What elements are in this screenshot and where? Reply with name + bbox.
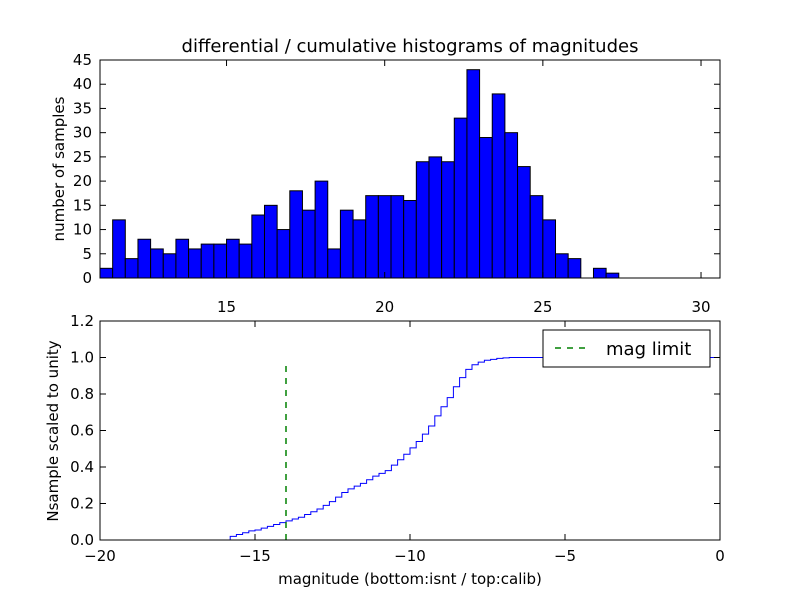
histogram-bar <box>251 214 265 279</box>
cumulative-step-line <box>100 357 721 541</box>
cumulative-xtick-label: −15 <box>239 547 271 565</box>
cumulative-ylabel: Nsample scaled to unity <box>44 340 62 521</box>
histogram-bar <box>605 272 620 279</box>
histogram-bar <box>188 248 202 279</box>
histogram-bar <box>352 219 367 279</box>
histogram-bar <box>504 132 519 279</box>
legend-mag-limit-label: mag limit <box>606 339 691 360</box>
cumulative-frame <box>99 320 721 541</box>
histogram-bar <box>137 238 152 279</box>
histogram-bar <box>124 258 139 279</box>
histogram-bar <box>542 219 557 279</box>
histogram-bar <box>428 156 443 279</box>
histogram-bar <box>339 209 354 279</box>
histogram-bar <box>276 229 291 279</box>
histogram-bar <box>441 161 455 279</box>
cumulative-ytick-label: 0.2 <box>70 495 94 513</box>
histogram-bar <box>390 195 405 279</box>
cumulative-axes: 0.0 0.2 0.4 0.6 0.8 1.0 1.2 −20 −15 −10 −5 0 magnit… <box>44 312 725 588</box>
histogram-axes: differential / cumulative histograms of … <box>50 36 721 316</box>
cumulative-ytick-label: 0.8 <box>70 385 94 403</box>
histogram-bar <box>592 267 607 279</box>
histogram-ylabel: number of samples <box>50 96 68 241</box>
histogram-ytick-label: 5 <box>82 245 92 263</box>
histogram-frame <box>99 59 721 279</box>
histogram-xtick-label: 30 <box>691 298 710 316</box>
cumulative-xtick-label: −20 <box>84 547 116 565</box>
cumulative-xtick-label: 0 <box>715 547 725 565</box>
histogram-bar <box>200 243 215 279</box>
cumulative-lines <box>100 357 721 541</box>
histogram-title: differential / cumulative histograms of … <box>182 36 639 57</box>
histogram-ytick-label: 45 <box>73 51 92 69</box>
cumulative-ytick-label: 1.0 <box>70 349 94 367</box>
histogram-ytick-label: 35 <box>73 99 92 117</box>
histogram-bar <box>453 117 468 279</box>
legend: mag limit <box>542 329 711 368</box>
cumulative-ytick-label: 0.0 <box>70 531 94 549</box>
histogram-ytick-label: 0 <box>82 269 92 287</box>
histogram-ytick-label: 20 <box>73 172 92 190</box>
histogram-bar <box>491 93 506 279</box>
histogram-bar <box>365 195 379 279</box>
histogram-bar <box>403 199 417 279</box>
histogram-bar <box>415 161 430 279</box>
histogram-xtick-label: 25 <box>533 298 552 316</box>
histogram-ytick-label: 15 <box>73 196 92 214</box>
histogram-bar <box>150 248 164 279</box>
histogram-bars <box>99 69 620 279</box>
histogram-bar <box>162 253 177 279</box>
histogram-ytick-label: 25 <box>73 148 92 166</box>
histogram-bar <box>327 248 341 279</box>
cumulative-ytick-label: 0.4 <box>70 458 94 476</box>
histogram-bar <box>466 69 481 279</box>
histogram-bar <box>213 243 228 279</box>
histogram-bar <box>226 238 240 279</box>
histogram-bar <box>555 253 569 279</box>
histogram-bar <box>112 219 126 279</box>
histogram-bar <box>289 190 303 279</box>
histogram-bar <box>99 267 114 279</box>
histogram-xtick-label: 15 <box>217 298 236 316</box>
histogram-ytick-label: 30 <box>73 124 92 142</box>
histogram-xtick-label: 20 <box>375 298 394 316</box>
cumulative-ytick-label: 0.6 <box>70 422 94 440</box>
histogram-bar <box>377 195 392 279</box>
cumulative-xlabel: magnitude (bottom:isnt / top:calib) <box>278 570 542 588</box>
cumulative-xtick-label: −10 <box>394 547 426 565</box>
histogram-bar <box>567 258 582 279</box>
histogram-bar <box>517 166 531 279</box>
histogram-bar <box>529 195 544 279</box>
histogram-bar <box>314 180 329 279</box>
histogram-bar <box>301 209 316 279</box>
cumulative-xtick-label: −5 <box>554 547 576 565</box>
histogram-ytick-label: 10 <box>73 221 92 239</box>
histogram-bar <box>238 243 253 279</box>
histogram-bar <box>263 204 278 279</box>
histogram-ytick-label: 40 <box>73 75 92 93</box>
histogram-bar <box>175 238 190 279</box>
cumulative-ytick-label: 1.2 <box>70 312 94 330</box>
histogram-bar <box>479 137 493 279</box>
